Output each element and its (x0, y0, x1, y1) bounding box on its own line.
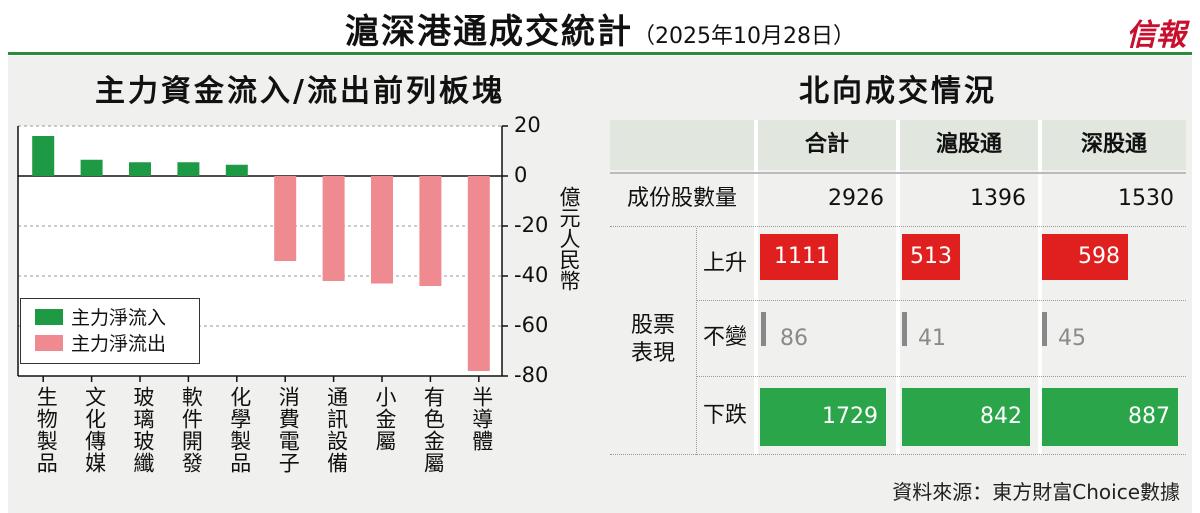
title-text: 滬深港通成交統計 (345, 12, 633, 52)
bar-inflow (32, 136, 55, 176)
category-label: 生物製品 (34, 386, 59, 474)
table-row-divider (696, 376, 1186, 377)
group-label: 股票 表現 (610, 228, 696, 455)
row-label-flat: 不變 (702, 325, 747, 350)
table-row-divider (610, 172, 1186, 174)
title-rule (8, 52, 1192, 55)
table-col-divider (696, 228, 697, 455)
bar-down-shenzhen: 887 (1042, 388, 1178, 446)
bar-flat-total (761, 312, 766, 346)
category-label: 半導體 (469, 386, 494, 452)
legend-swatch-inflow (35, 308, 63, 325)
group-label-line2: 表現 (630, 341, 675, 366)
legend-item-outflow: 主力淨流出 (35, 332, 166, 356)
bar-inflow (225, 164, 248, 176)
bar-up-total: 1111 (760, 234, 838, 280)
table-col-divider (1038, 120, 1042, 455)
legend-swatch-outflow (35, 334, 63, 351)
group-label-line1: 股票 (630, 313, 675, 338)
bar-up-shanghai: 513 (902, 234, 960, 280)
bar-outflow (371, 176, 393, 284)
constituents-total: 2926 (828, 186, 884, 211)
table-row-divider (610, 454, 1186, 455)
legend-label-inflow: 主力淨流入 (71, 307, 167, 329)
category-label: 小金屬 (373, 386, 397, 452)
table-title: 北向成交情況 (799, 74, 997, 109)
value-flat-shenzhen: 45 (1058, 326, 1086, 351)
col-header-shenzhen: 深股通 (1042, 120, 1186, 170)
y-tick-label: -80 (514, 363, 549, 387)
category-label: 玻璃玻纖 (131, 386, 155, 474)
constituents-shanghai: 1396 (970, 186, 1026, 211)
table-col-divider (754, 120, 758, 455)
northbound-table: 合計 滬股通 深股通 成份股數量 2926 1396 1530 股票 表現 上升… (610, 120, 1186, 455)
col-header-total: 合計 (758, 120, 896, 170)
bar-down-shanghai: 842 (902, 388, 1030, 446)
bar-inflow (129, 162, 151, 176)
category-label: 軟件開發 (179, 386, 204, 474)
row-label-up: 上升 (702, 251, 747, 276)
y-tick-label: 0 (514, 163, 528, 187)
row-label-down: 下跌 (702, 403, 747, 428)
publisher-logo: 信報 (1126, 18, 1186, 53)
bar-outflow (274, 176, 297, 261)
col-header-blank (610, 120, 754, 170)
y-tick-label: -40 (514, 263, 549, 287)
table-row-divider (696, 300, 1186, 301)
category-label: 文化傳媒 (82, 386, 107, 474)
bar-outflow (419, 176, 442, 286)
chart-legend: 主力淨流入 主力淨流出 (20, 298, 200, 364)
value-flat-shanghai: 41 (918, 326, 946, 351)
chart-title: 主力資金流入/流出前列板塊 (95, 74, 505, 109)
category-label: 有色金屬 (421, 386, 446, 474)
page-title: 滬深港通成交統計（2025年10月28日） (0, 4, 1200, 53)
value-flat-total: 86 (780, 326, 808, 351)
category-label: 通訊設備 (324, 386, 349, 474)
bar-up-shenzhen: 598 (1042, 234, 1128, 280)
bar-inflow (177, 162, 200, 176)
title-date: （2025年10月28日） (633, 24, 855, 49)
bar-outflow (467, 176, 490, 371)
category-label: 化學製品 (227, 386, 252, 474)
row-label-constituents: 成份股數量 (626, 186, 737, 211)
bar-flat-shanghai (902, 312, 907, 346)
table-row-divider (610, 226, 1186, 227)
legend-item-inflow: 主力淨流入 (35, 306, 166, 330)
y-tick-label: -20 (514, 213, 549, 237)
bar-flat-shenzhen (1042, 312, 1047, 346)
category-label: 消費電子 (276, 386, 301, 474)
y-axis-unit: 億元人民幣 (557, 186, 581, 291)
col-header-shanghai: 滬股通 (900, 120, 1038, 170)
y-tick-label: -60 (514, 313, 549, 337)
legend-label-outflow: 主力淨流出 (71, 333, 167, 355)
y-tick-label: 20 (514, 113, 541, 137)
bar-outflow (322, 176, 345, 281)
constituents-shenzhen: 1530 (1118, 186, 1174, 211)
bar-inflow (80, 159, 103, 176)
bar-down-total: 1729 (760, 388, 886, 446)
table-col-divider (896, 120, 900, 455)
source-note: 資料來源：東方財富Choice數據 (892, 480, 1180, 504)
